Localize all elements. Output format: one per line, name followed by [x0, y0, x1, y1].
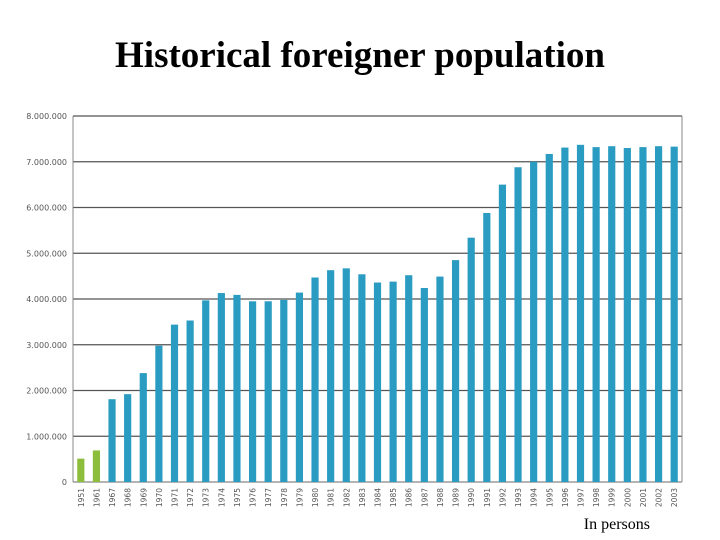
bar-1998: [592, 147, 600, 483]
y-tick-label: 0: [62, 478, 67, 487]
bar-1993: [514, 167, 522, 482]
x-tick-label: 1982: [342, 488, 351, 507]
x-tick-label: 1997: [577, 488, 586, 507]
x-tick-label: 1989: [452, 488, 461, 507]
bar-1970: [155, 345, 163, 482]
bar-1974: [217, 293, 225, 482]
bar-2003: [670, 146, 678, 482]
y-tick-label: 3.000.000: [26, 341, 67, 350]
bar-1997: [576, 144, 585, 482]
bar-1996: [561, 147, 569, 482]
bar-1968: [124, 394, 132, 482]
y-tick-label: 4.000.000: [26, 295, 67, 304]
y-tick-label: 2.000.000: [26, 387, 67, 396]
x-tick-label: 2000: [623, 488, 632, 507]
y-tick-label: 1.000.000: [26, 432, 67, 441]
bar-1992: [498, 184, 507, 482]
x-tick-label: 1979: [295, 488, 304, 507]
x-tick-label: 1995: [545, 488, 554, 507]
bar-1951: [77, 458, 85, 482]
x-tick-label: 1981: [327, 488, 336, 507]
x-tick-label: 1988: [436, 488, 445, 507]
x-tick-label: 1985: [389, 488, 398, 507]
x-tick-label: 1983: [358, 488, 367, 507]
x-tick-label: 1961: [92, 488, 101, 507]
x-tick-label: 1975: [233, 488, 242, 507]
chart-title: Historical foreigner population: [115, 35, 605, 76]
x-tick-label: 1980: [311, 488, 320, 507]
x-tick-label: 1967: [108, 488, 117, 507]
y-tick-label: 7.000.000: [26, 158, 67, 167]
unit-note: In persons: [583, 516, 650, 533]
x-tick-label: 1986: [405, 488, 414, 507]
x-tick-label: 1987: [420, 488, 429, 507]
bar-1971: [170, 324, 179, 482]
bar-1985: [389, 281, 397, 482]
x-tick-label: 1977: [264, 488, 273, 507]
x-tick-label: 1971: [171, 488, 180, 507]
bar-1975: [233, 294, 241, 482]
x-tick-label: 2003: [670, 488, 679, 507]
x-tick-label: 1976: [249, 488, 258, 507]
x-tick-label: 1973: [202, 488, 211, 507]
bar-1980: [311, 277, 319, 482]
bar-1986: [405, 275, 413, 482]
x-tick-label: 1999: [608, 488, 617, 507]
bar-1990: [467, 237, 475, 482]
x-tick-label: 1993: [514, 488, 523, 507]
bar-chart: 0 1.000.000 2.000.000 3.000.000 4.000.000 5.0…: [14, 100, 698, 518]
y-tick-label: 6.000.000: [26, 204, 67, 213]
bar-1994: [530, 161, 538, 482]
bar-1999: [608, 146, 616, 482]
x-tick-label: 1998: [592, 488, 601, 507]
bar-1991: [483, 212, 491, 482]
x-tick-label: 1972: [186, 488, 195, 507]
bar-1961: [92, 450, 101, 482]
x-tick-label: 1994: [530, 488, 539, 507]
x-tick-label: 1992: [498, 488, 507, 507]
x-tick-label: 1991: [483, 488, 492, 507]
bar-1983: [358, 274, 366, 482]
bar-1978: [280, 299, 288, 482]
bar-chart-svg: 0 1.000.000 2.000.000 3.000.000 4.000.000 5.0…: [26, 112, 683, 507]
bar-2000: [623, 148, 631, 482]
x-tick-label: 1996: [561, 488, 570, 507]
y-tick-label: 5.000.000: [26, 249, 67, 258]
x-tick-label: 1990: [467, 488, 476, 507]
x-tick-label: 1970: [155, 488, 164, 507]
bar-1981: [327, 270, 335, 482]
x-tick-label: 1968: [124, 488, 133, 507]
bar-1995: [545, 153, 553, 482]
bar-2001: [639, 147, 647, 483]
bar-1972: [186, 320, 194, 482]
x-tick-label: 1951: [77, 488, 86, 507]
bar-1987: [420, 288, 428, 482]
y-tick-label: 8.000.000: [26, 112, 67, 121]
x-tick-label: 1969: [139, 488, 148, 507]
bar-1988: [436, 276, 444, 482]
bar-2002: [654, 146, 663, 482]
bar-1967: [108, 399, 116, 482]
bar-1979: [295, 292, 304, 482]
x-tick-label: 2001: [639, 488, 648, 507]
bar-1977: [264, 301, 272, 482]
x-tick-label: 1974: [217, 488, 226, 507]
x-tick-label: 2002: [655, 488, 664, 507]
bar-1969: [139, 373, 147, 482]
bar-1984: [373, 282, 382, 482]
bar-1976: [248, 301, 257, 482]
bar-1989: [451, 260, 460, 482]
x-tick-label: 1978: [280, 488, 289, 507]
bar-1973: [202, 300, 210, 482]
bar-1982: [342, 268, 350, 482]
x-tick-label: 1984: [374, 488, 383, 507]
